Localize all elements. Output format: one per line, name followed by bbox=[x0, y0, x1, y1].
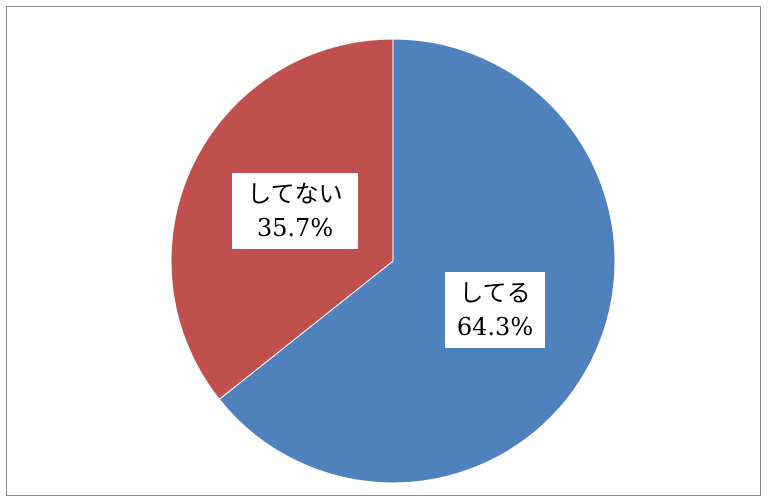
pie-slice-shiteru bbox=[218, 38, 616, 484]
data-label-shitenai: してない 35.7% bbox=[232, 173, 358, 249]
data-label-shiteru-name: してる bbox=[459, 279, 531, 307]
data-label-shitenai-name: してない bbox=[247, 180, 343, 208]
data-label-shitenai-percent: 35.7% bbox=[256, 214, 334, 242]
data-label-shiteru-percent: 64.3% bbox=[456, 313, 534, 341]
data-label-shiteru: してる 64.3% bbox=[445, 272, 545, 348]
